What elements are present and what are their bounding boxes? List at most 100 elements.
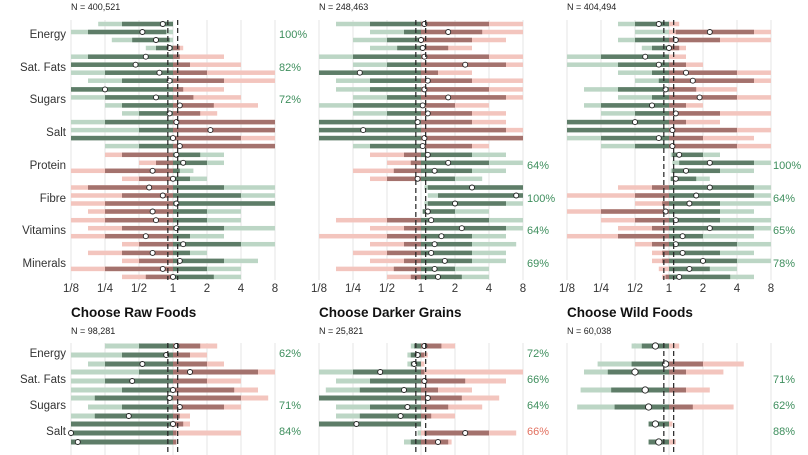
prediction-interval-bar-positive <box>173 87 224 92</box>
point-estimate <box>149 208 156 215</box>
prediction-interval-bar-positive <box>669 361 744 367</box>
percent-label: 71% <box>279 400 302 412</box>
row-label: Energy <box>29 348 66 360</box>
point-estimate <box>651 420 660 428</box>
confidence-interval-bar-negative <box>618 62 669 67</box>
prediction-interval-bar-positive <box>421 404 483 410</box>
prediction-interval-bar-positive <box>421 70 472 75</box>
x-tick-label: 8 <box>271 283 279 295</box>
prediction-interval-bar-negative <box>370 225 421 231</box>
confidence-interval-bar-negative <box>105 119 173 125</box>
confidence-interval-bar-positive <box>669 87 697 92</box>
confidence-interval-bar-positive <box>421 78 472 83</box>
percent-label: 66% <box>527 426 550 438</box>
confidence-interval-bar-positive <box>422 209 455 214</box>
confidence-interval-bar-positive <box>173 62 190 67</box>
confidence-interval-bar-positive <box>427 201 506 206</box>
confidence-interval-bar-negative <box>156 45 173 51</box>
prediction-interval-bar-negative <box>353 168 421 174</box>
point-estimate <box>428 249 435 256</box>
confidence-interval-bar-negative <box>139 111 173 116</box>
confidence-interval-bar-positive <box>421 378 466 384</box>
confidence-interval-bar-negative <box>105 95 173 100</box>
prediction-interval-bar-negative <box>336 217 421 223</box>
point-estimate <box>139 29 146 35</box>
confidence-interval-bar-positive <box>421 127 506 133</box>
confidence-interval-bar-positive <box>669 387 686 393</box>
sample-size: N = 404,494 <box>567 2 617 12</box>
prediction-interval-bar-negative <box>635 201 669 206</box>
confidence-interval-bar-positive <box>669 70 737 75</box>
confidence-interval-bar-positive <box>670 176 697 182</box>
confidence-interval-bar-negative <box>387 111 421 116</box>
point-estimate <box>462 61 469 68</box>
prediction-interval-bar-positive <box>421 369 523 375</box>
percent-label: 64% <box>527 159 550 172</box>
confidence-interval-bar-negative <box>652 185 669 190</box>
confidence-interval-bar-negative <box>618 87 669 92</box>
prediction-interval-bar-negative <box>652 258 669 264</box>
point-estimate <box>672 175 679 182</box>
confidence-interval-bar-negative <box>614 404 669 410</box>
point-estimate <box>424 208 431 215</box>
confidence-interval-bar-positive <box>669 241 737 247</box>
point-estimate <box>651 342 660 350</box>
confidence-interval-bar-negative <box>71 135 173 141</box>
point-estimate <box>142 53 149 60</box>
confidence-interval-bar-negative <box>665 274 669 280</box>
confidence-interval-bar-positive <box>669 209 720 214</box>
confidence-interval-bar-positive <box>421 160 489 166</box>
confidence-interval-bar-positive <box>421 119 472 125</box>
prediction-interval-bar-negative <box>370 241 421 247</box>
confidence-interval-bar-negative <box>88 185 173 190</box>
confidence-interval-bar-negative <box>71 439 173 445</box>
confidence-interval-bar-positive <box>173 160 207 166</box>
sample-size: N = 248,463 <box>319 2 369 12</box>
point-estimate <box>435 439 441 445</box>
confidence-interval-bar-negative <box>353 369 421 375</box>
point-estimate <box>418 37 424 43</box>
percent-label: 72% <box>527 348 550 360</box>
confidence-interval-bar-negative <box>404 258 421 264</box>
confidence-interval-bar-negative <box>601 135 669 141</box>
row-label: Salt <box>46 426 66 438</box>
point-estimate <box>419 143 426 150</box>
prediction-interval-bar-positive <box>669 87 737 92</box>
confidence-interval-bar-positive <box>421 387 438 393</box>
point-estimate <box>149 167 156 174</box>
point-estimate <box>679 249 686 256</box>
confidence-interval-bar-positive <box>669 111 720 116</box>
point-estimate <box>180 241 187 248</box>
confidence-interval-bar-positive <box>173 111 201 116</box>
point-estimate <box>649 102 655 109</box>
confidence-interval-bar-positive <box>669 119 686 125</box>
point-estimate <box>404 404 411 410</box>
prediction-interval-bar-positive <box>173 430 241 436</box>
confidence-interval-bar-negative <box>139 369 173 375</box>
point-estimate <box>424 395 431 401</box>
x-tick-label: 4 <box>733 283 741 295</box>
confidence-interval-bar-positive <box>173 119 275 125</box>
point-estimate <box>666 45 672 51</box>
point-estimate <box>424 151 431 158</box>
confidence-interval-bar-negative <box>404 29 421 35</box>
confidence-interval-bar-positive <box>421 266 455 272</box>
confidence-interval-bar-positive <box>173 439 177 445</box>
confidence-interval-bar-positive <box>421 404 449 410</box>
prediction-interval-bar-positive <box>173 70 275 75</box>
confidence-interval-bar-negative <box>105 209 173 214</box>
point-estimate <box>68 430 74 436</box>
point-estimate <box>679 233 686 240</box>
prediction-interval-bar-positive <box>669 387 710 393</box>
confidence-interval-bar-negative <box>139 258 173 264</box>
point-estimate <box>129 378 136 384</box>
row-label: Energy <box>29 29 66 41</box>
prediction-interval-bar-negative <box>618 225 669 231</box>
prediction-interval-bar-positive <box>669 54 686 59</box>
confidence-interval-bar-negative <box>105 378 173 384</box>
row-label: Salt <box>46 127 66 140</box>
confidence-interval-bar-negative <box>319 119 421 125</box>
prediction-interval-bar-negative <box>319 233 421 239</box>
prediction-interval-bar-positive <box>669 404 734 410</box>
confidence-interval-bar-positive <box>421 152 472 158</box>
